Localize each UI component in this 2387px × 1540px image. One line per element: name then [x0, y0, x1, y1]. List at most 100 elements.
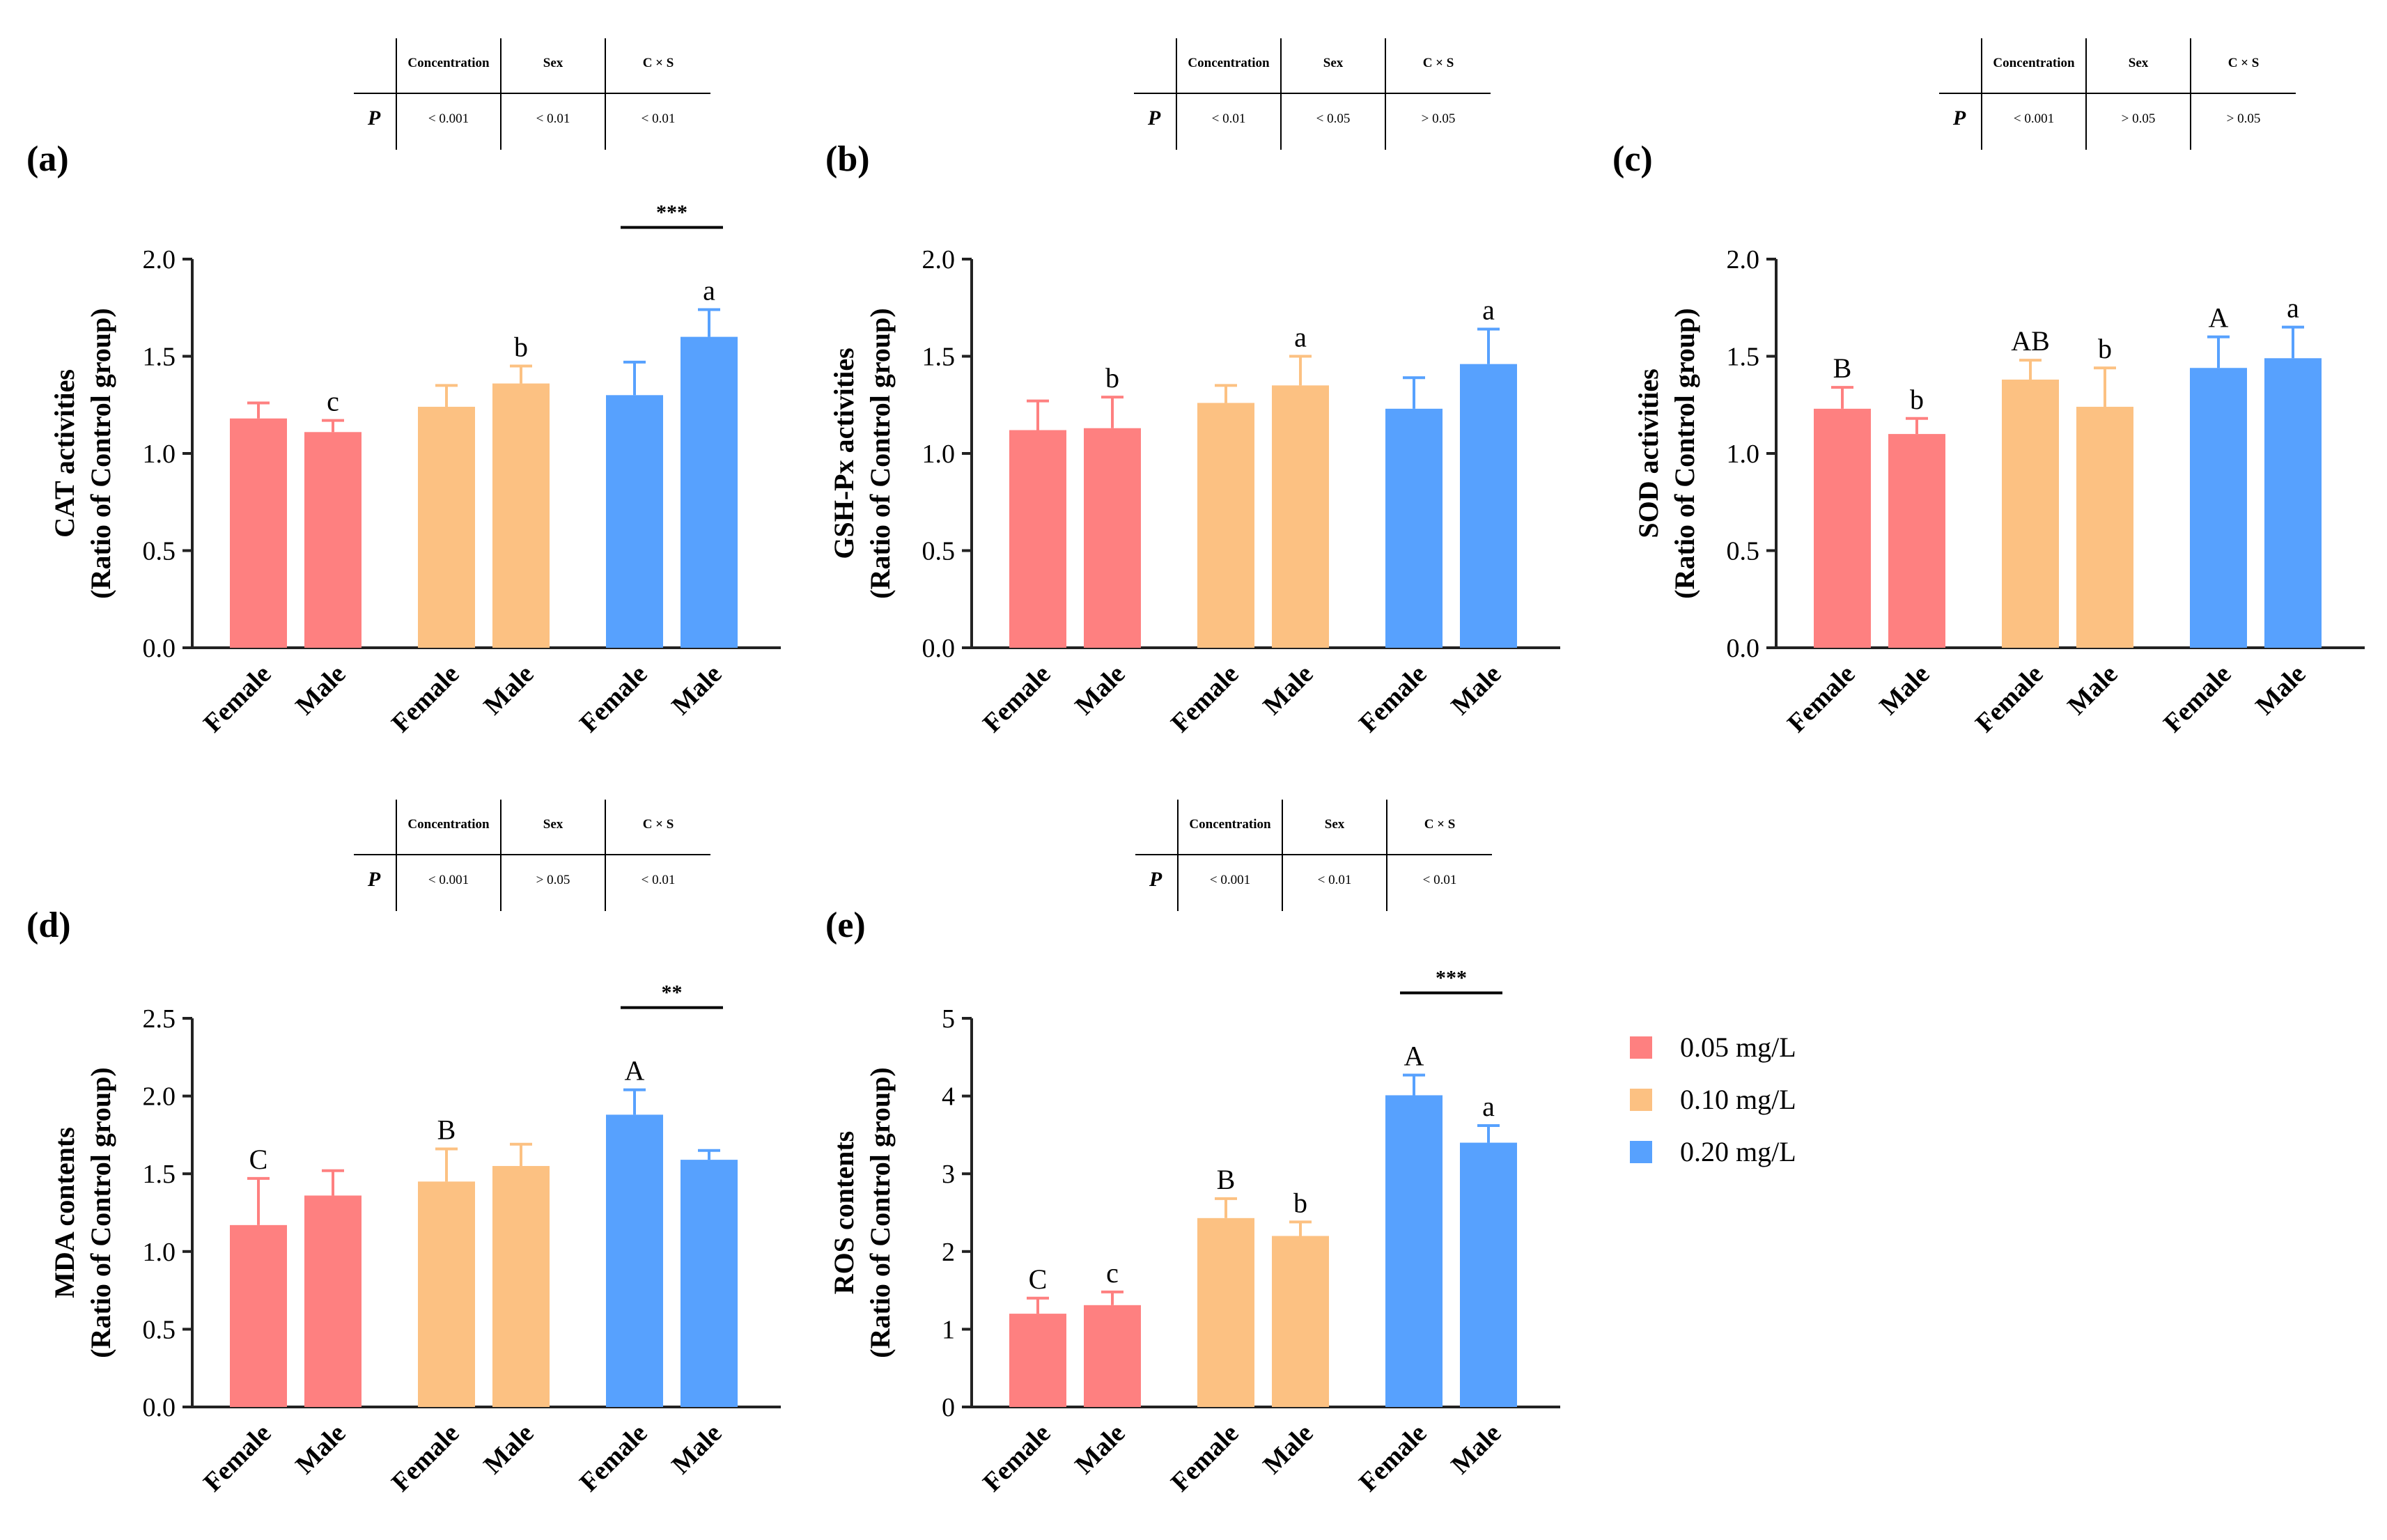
panel-label: (b)	[825, 139, 870, 179]
significance-letter: A	[1404, 1040, 1424, 1071]
table-divider	[1386, 800, 1387, 911]
bar-high	[681, 336, 738, 648]
table-row-label: P	[1149, 868, 1163, 891]
legend-item: 0.10 mg/L	[1624, 1080, 1875, 1121]
bar-low	[1084, 428, 1141, 648]
y-tick-label: 2.0	[922, 245, 956, 274]
y-tick-label: 2.0	[143, 245, 176, 274]
significance-letter: A	[2209, 302, 2229, 334]
legend-swatch-high	[1630, 1141, 1652, 1163]
bar-low	[230, 418, 287, 648]
table-cell: > 0.05	[536, 873, 570, 887]
category-label: Male	[290, 660, 351, 721]
y-axis-subtitle: (Ratio of Control group)	[85, 1067, 116, 1358]
category-label: Female	[386, 1419, 465, 1498]
category-label: Female	[1782, 660, 1860, 738]
significance-letter: AB	[2011, 325, 2050, 357]
table-cell: < 0.01	[1422, 873, 1457, 887]
y-axis-title: ROS contents	[828, 1131, 860, 1294]
category-label: Female	[977, 1419, 1056, 1498]
category-label: Female	[1165, 1419, 1244, 1498]
table-cell: < 0.01	[641, 873, 676, 887]
category-label: Male	[1445, 660, 1507, 721]
bar-high	[681, 1160, 738, 1407]
y-tick-label: 1.5	[143, 343, 176, 372]
y-tick-label: 1	[942, 1315, 955, 1344]
category-label: Male	[2062, 660, 2123, 721]
y-tick-label: 1.5	[143, 1160, 176, 1189]
bar-high	[1460, 364, 1517, 648]
bar-low	[304, 432, 361, 648]
bar-mid	[2002, 379, 2059, 648]
bar-mid	[418, 407, 475, 648]
table-rule	[354, 854, 710, 855]
significance-letter: b	[514, 331, 528, 362]
table-divider	[500, 800, 501, 911]
category-label: Female	[1165, 660, 1244, 738]
table-row-label: P	[1952, 107, 1966, 130]
table-cell: < 0.001	[1209, 873, 1251, 887]
category-label: Male	[1445, 1419, 1507, 1480]
category-label: Female	[198, 660, 277, 738]
p-value-table-a: P Concentration Sex C × S < 0.001 < 0.01 < 0.0…	[354, 38, 710, 150]
category-label: Male	[1257, 660, 1319, 721]
table-divider	[396, 38, 397, 150]
y-tick-label: 1.0	[143, 1238, 176, 1267]
y-tick-label: 2.0	[1727, 245, 1760, 274]
y-axis-subtitle: (Ratio of Control group)	[864, 1067, 896, 1358]
y-tick-label: 0.5	[922, 537, 956, 566]
table-rule	[1939, 93, 2296, 94]
y-tick-label: 3	[942, 1160, 955, 1189]
y-axis-title: CAT activities	[49, 369, 80, 538]
bar-high	[606, 395, 663, 648]
table-divider	[1282, 800, 1283, 911]
table-header: C × S	[2227, 56, 2260, 70]
significance-letter: a	[2287, 293, 2299, 324]
y-axis-subtitle: (Ratio of Control group)	[85, 308, 116, 598]
table-header: Concentration	[407, 817, 490, 832]
legend-swatch-low	[1630, 1036, 1652, 1059]
bar-high	[606, 1114, 663, 1407]
y-tick-label: 1.0	[922, 440, 956, 469]
category-label: Male	[666, 1419, 727, 1480]
legend: 0.05 mg/L 0.10 mg/L 0.20 mg/L	[1624, 1027, 1875, 1167]
table-header: C × S	[642, 56, 674, 70]
y-tick-label: 0.5	[143, 537, 176, 566]
bar-high	[2190, 368, 2247, 648]
table-header: Sex	[543, 817, 563, 832]
y-axis-title: SOD activities	[1633, 368, 1664, 538]
category-label: Male	[1257, 1419, 1319, 1480]
table-header: C × S	[1424, 817, 1456, 832]
table-row-label: P	[1147, 107, 1161, 130]
y-tick-label: 1.0	[1727, 440, 1760, 469]
category-label: Female	[574, 660, 653, 738]
table-row-label: P	[367, 868, 381, 891]
category-label: Female	[2158, 660, 2237, 738]
category-label: Male	[1069, 1419, 1130, 1480]
legend-label: 0.10 mg/L	[1680, 1084, 1796, 1115]
y-tick-label: 0.0	[922, 634, 956, 663]
table-divider	[605, 38, 606, 150]
significance-letter: c	[327, 386, 339, 417]
table-divider	[396, 800, 397, 911]
y-tick-label: 5	[942, 1004, 955, 1034]
y-tick-label: 0	[942, 1393, 955, 1422]
significance-letter: a	[1482, 1091, 1495, 1122]
table-cell: < 0.01	[536, 111, 570, 126]
category-label: Male	[1069, 660, 1130, 721]
bar-low	[1009, 1314, 1066, 1407]
significance-stars: ***	[656, 201, 687, 224]
bar-high	[1460, 1142, 1517, 1407]
table-row-label: P	[367, 107, 381, 130]
significance-letter: a	[703, 275, 715, 306]
table-header: Concentration	[407, 56, 490, 70]
table-cell: < 0.001	[428, 873, 469, 887]
y-tick-label: 2.0	[143, 1082, 176, 1112]
table-cell: > 0.05	[2226, 111, 2261, 126]
category-label: Female	[574, 1419, 653, 1498]
y-tick-label: 4	[942, 1082, 955, 1112]
table-divider	[1176, 38, 1177, 150]
category-label: Female	[198, 1419, 277, 1498]
table-cell: < 0.01	[1211, 111, 1246, 126]
